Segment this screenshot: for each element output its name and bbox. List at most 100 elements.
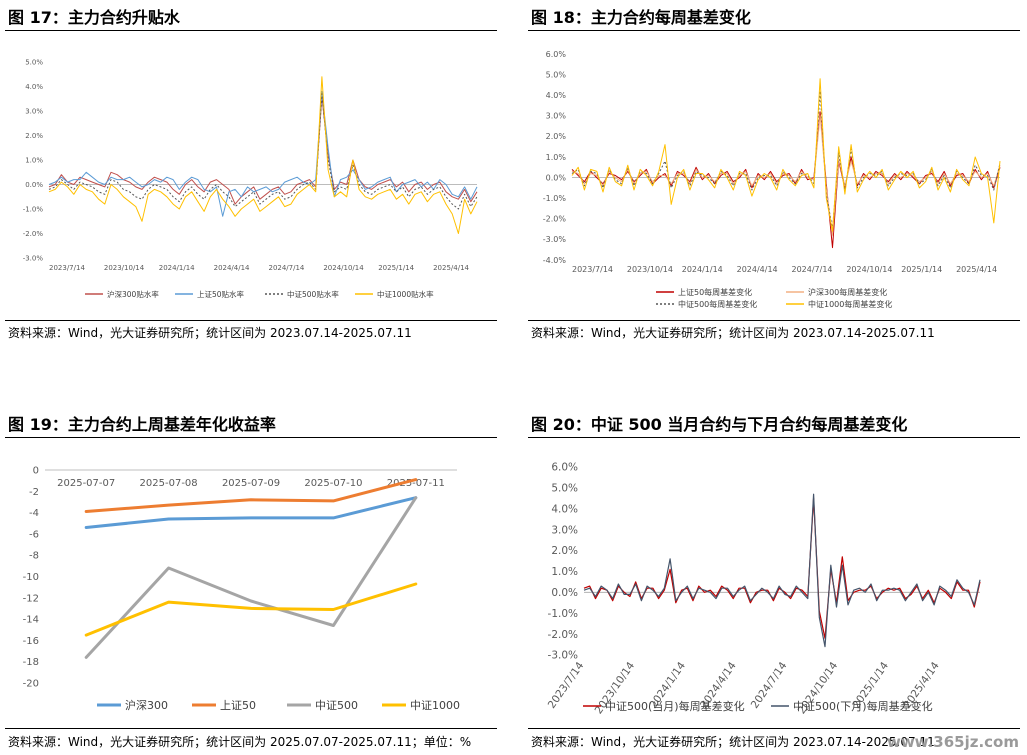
legend-label-4: 中证1000贴水率: [377, 289, 434, 299]
series-line-2: [583, 493, 981, 648]
y-tick-label: 6.0%: [546, 50, 567, 59]
x-tick-label: 2023/7/14: [49, 264, 85, 272]
legend-label-3: 中证500: [315, 699, 358, 712]
fig19-source-rule: [5, 728, 497, 729]
y-tick-label: 2.0%: [546, 132, 567, 141]
y-tick-label: -2: [29, 487, 39, 498]
legend-label-2: 上证50贴水率: [197, 289, 245, 299]
fig17-title: 图 17：主力合约升贴水: [8, 8, 180, 27]
x-tick-label: 2025/1/14: [901, 265, 942, 274]
x-tick-label: 2023/7/14: [572, 265, 613, 274]
y-tick-label: -10: [23, 572, 39, 583]
x-tick-label: 2025/4/14: [956, 265, 997, 274]
series-line-2: [84, 478, 418, 513]
y-tick-label: 2.0%: [25, 132, 43, 140]
x-tick-label: 2025-07-08: [140, 478, 198, 489]
fig19-title: 图 19：主力合约上周基差年化收益率: [8, 415, 276, 434]
fig19-chart: 0 -2 -4 -6 -8 -10 -12 -14 -16 -18 -20 2025-07-07 202…: [23, 466, 460, 713]
x-tick-label: 2024/10/14: [323, 264, 364, 272]
y-tick-label: -14: [23, 615, 39, 626]
legend-label-2: 中证500(下月)每周基差变化: [793, 699, 933, 713]
x-tick-label: 2024/7/14: [791, 265, 832, 274]
fig18-source-rule: [528, 320, 1020, 321]
y-tick-label: -4: [29, 508, 39, 519]
y-tick-label: -3.0%: [548, 650, 578, 662]
x-tick-label: 2025/4/14: [433, 264, 469, 272]
y-tick-label: -1.0%: [23, 205, 44, 213]
x-tick-label: 2023/10/14: [627, 265, 673, 274]
y-tick-label: 3.0%: [551, 524, 578, 536]
x-tick-label: 2025-07-10: [304, 478, 362, 489]
series-line-2: [571, 115, 1001, 236]
y-tick-label: -1.0%: [548, 608, 578, 620]
fig18-title: 图 18：主力合约每周基差变化: [531, 8, 751, 27]
y-tick-label: -16: [23, 636, 39, 647]
fig20-source-rule: [528, 728, 1020, 729]
y-tick-label: 4.0%: [25, 83, 43, 91]
y-tick-label: 1.0%: [551, 566, 578, 578]
y-tick-label: 5.0%: [546, 70, 567, 79]
x-tick-label: 2025-07-11: [387, 478, 445, 489]
series-line-1: [48, 95, 478, 205]
legend-label-2: 沪深300每周基差变化: [808, 287, 887, 297]
y-tick-label: -2.0%: [548, 629, 578, 641]
y-tick-label: 1.0%: [25, 156, 43, 164]
series-line-3: [571, 90, 1001, 230]
legend-label-3: 中证500贴水率: [287, 289, 339, 299]
series-line-4: [84, 582, 418, 637]
series-line-4: [571, 78, 1001, 232]
x-tick-label: 2024/7/14: [749, 660, 790, 711]
y-tick-label: -6: [29, 529, 39, 540]
legend-label-1: 上证50每周基差变化: [678, 287, 752, 297]
fig20-title: 图 20：中证 500 当月合约与下月合约每周基差变化: [531, 415, 908, 434]
fig20-source: 资料来源：Wind，光大证券研究所；统计区间为 2023.07.14-2025.…: [531, 735, 935, 749]
site-watermark: www.365jz.com: [886, 733, 1019, 751]
x-tick-label: 2023/10/14: [104, 264, 145, 272]
fig17-chart: -3.0% -2.0% -1.0% 0.0% 1.0% 2.0% 3.0% 4.0% 5.0% 2…: [23, 58, 478, 299]
fig18-chart: -4.0% -3.0% -2.0% -1.0% 0.0% 1.0% 2.0% 3.0% 4.0%…: [543, 50, 1001, 309]
y-tick-label: 3.0%: [25, 107, 43, 115]
series-line-1: [84, 496, 418, 529]
series-line-2: [48, 90, 478, 217]
x-tick-label: 2025-07-09: [222, 478, 280, 489]
x-tick-label: 2024/10/14: [846, 265, 892, 274]
legend-label-1: 中证500(当月)每周基差变化: [605, 699, 745, 713]
series-line-3: [84, 496, 418, 659]
legend-label-1: 沪深300: [125, 698, 168, 712]
fig20-title-rule: [528, 437, 1020, 438]
series-line-1: [583, 497, 981, 639]
y-tick-label: 4.0%: [551, 503, 578, 515]
x-tick-label: 2024/4/14: [214, 264, 250, 272]
x-tick-label: 2023/7/14: [546, 660, 587, 711]
y-tick-label: -4.0%: [543, 256, 567, 265]
x-tick-label: 2024/7/14: [268, 264, 304, 272]
y-tick-label: 0.0%: [551, 587, 578, 599]
fig18-source: 资料来源：Wind，光大证券研究所；统计区间为 2023.07.14-2025.…: [531, 326, 935, 340]
y-tick-label: -3.0%: [543, 235, 567, 244]
fig17-source: 资料来源：Wind，光大证券研究所；统计区间为 2023.07.14-2025.…: [8, 326, 412, 340]
y-tick-label: 6.0%: [551, 462, 578, 474]
series-line-3: [48, 93, 478, 210]
y-tick-label: 0: [33, 466, 39, 477]
fig18-title-rule: [528, 30, 1020, 31]
fig19-title-rule: [5, 437, 497, 438]
legend-label-1: 沪深300贴水率: [107, 289, 159, 299]
y-tick-label: 0.0%: [25, 181, 43, 189]
y-tick-label: -2.0%: [543, 215, 567, 224]
x-tick-label: 2025/1/14: [378, 264, 414, 272]
y-tick-label: -20: [23, 679, 39, 690]
fig17-title-rule: [5, 30, 497, 31]
legend-label-3: 中证500每周基差变化: [678, 299, 757, 309]
y-tick-label: 2.0%: [551, 545, 578, 557]
y-tick-label: 3.0%: [546, 112, 567, 121]
y-tick-label: 1.0%: [546, 153, 567, 162]
legend-label-4: 中证1000: [410, 699, 460, 712]
x-tick-label: 2025-07-07: [57, 478, 115, 489]
y-tick-label: -3.0%: [23, 254, 44, 262]
legend-label-2: 上证50: [220, 699, 256, 712]
fig20-chart: -3.0% -2.0% -1.0% 0.0% 1.0% 2.0% 3.0% 4.0% 5.0% 6…: [546, 462, 981, 716]
y-tick-label: 0.0%: [546, 173, 567, 182]
y-tick-label: -18: [23, 657, 39, 668]
x-tick-label: 2024/4/14: [737, 265, 778, 274]
y-tick-label: -12: [23, 593, 39, 604]
